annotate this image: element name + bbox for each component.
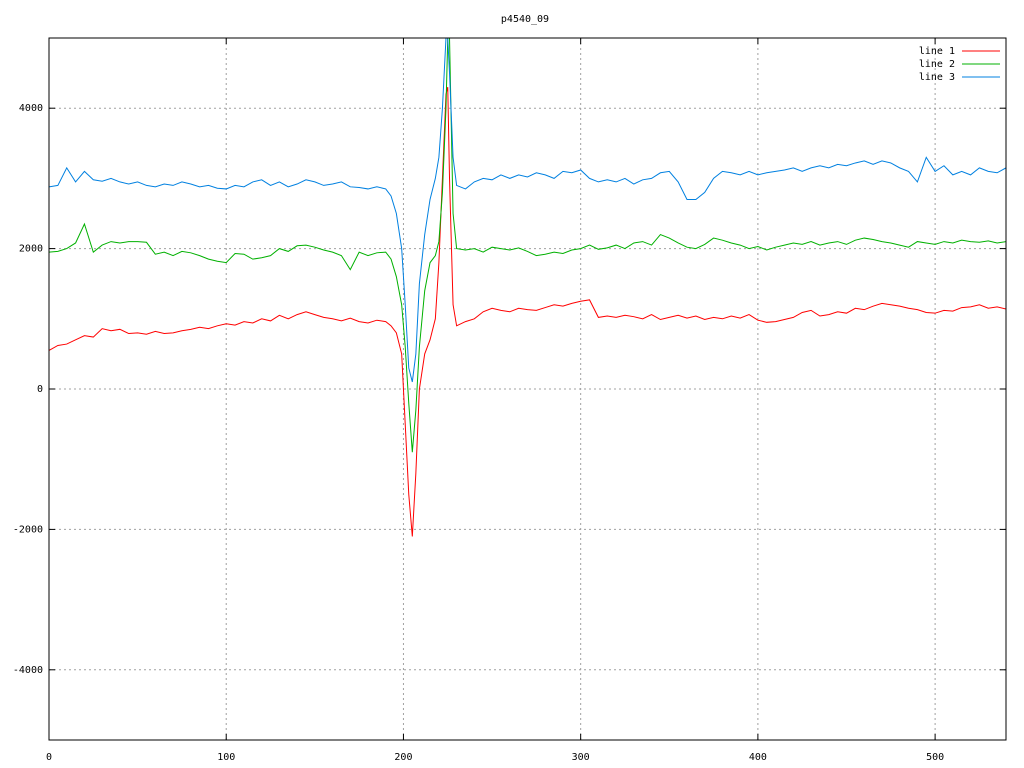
legend-label: line 2 [919, 59, 955, 70]
x-tick-label: 400 [749, 752, 767, 763]
y-tick-label: 4000 [19, 103, 43, 114]
y-tick-label: -4000 [13, 665, 43, 676]
data-line [49, 87, 1006, 537]
data-line [49, 38, 1006, 383]
x-tick-label: 200 [394, 752, 412, 763]
y-tick-label: -2000 [13, 524, 43, 535]
x-tick-label: 300 [572, 752, 590, 763]
y-tick-label: 0 [37, 384, 43, 395]
legend-label: line 3 [919, 72, 955, 83]
grid: -4000 -2000 0 2000 4000 0 100 200 300 400 500 [13, 38, 1006, 763]
x-tick-label: 100 [217, 752, 235, 763]
x-tick-label: 0 [46, 752, 52, 763]
legend-label: line 1 [919, 46, 955, 57]
y-tick-label: 2000 [19, 244, 43, 255]
plot-lines [49, 38, 1006, 537]
legend: line 1 line 2 line 3 [919, 46, 1000, 83]
chart-title: p4540_09 [501, 14, 549, 25]
data-line [49, 38, 1006, 453]
x-tick-label: 500 [926, 752, 944, 763]
plot-frame [48, 37, 1007, 741]
